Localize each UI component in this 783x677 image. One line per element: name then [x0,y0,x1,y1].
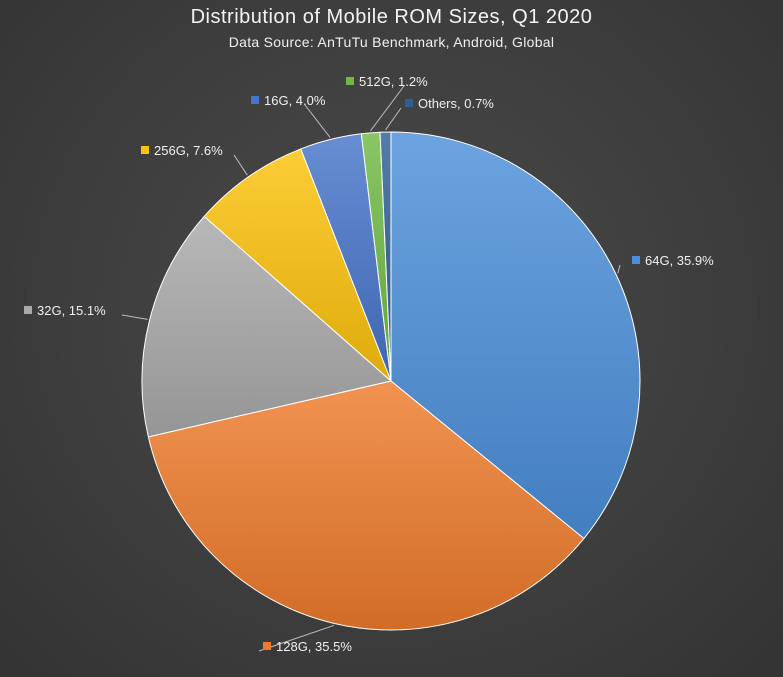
leader-line-32g [121,314,148,320]
label-key-64g [632,256,640,264]
chart-title: Distribution of Mobile ROM Sizes, Q1 202… [190,6,593,28]
chart-subtitle: Data Source: AnTuTu Benchmark, Android, … [228,34,555,50]
data-label-128g: 128G, 35.5% [276,639,352,654]
pie-slice-others [379,131,392,382]
data-label-others: Others, 0.7% [418,96,494,111]
pie-slice-128g [147,380,585,631]
leader-line-others [385,107,402,131]
leader-line-256g [233,154,248,176]
pie-slice-32g [141,215,393,438]
data-label-256g: 256G, 7.6% [154,143,223,158]
label-key-32g [24,306,32,314]
data-label-512g: 512G, 1.2% [359,74,428,89]
data-label-32g: 32G, 15.1% [37,303,106,318]
leader-line-512g [370,85,405,132]
pie-slice-64g [390,131,641,540]
pie-slice-256g [203,148,392,382]
leader-line-128g [258,624,335,652]
label-key-others [405,99,413,107]
leader-line-16g [304,104,331,138]
label-key-512g [346,77,354,85]
leader-line-64g [617,264,621,274]
label-key-256g [141,146,149,154]
label-key-128g [263,642,271,650]
label-key-16g [251,96,259,104]
data-label-16g: 16G, 4.0% [264,93,326,108]
data-label-64g: 64G, 35.9% [645,253,714,268]
